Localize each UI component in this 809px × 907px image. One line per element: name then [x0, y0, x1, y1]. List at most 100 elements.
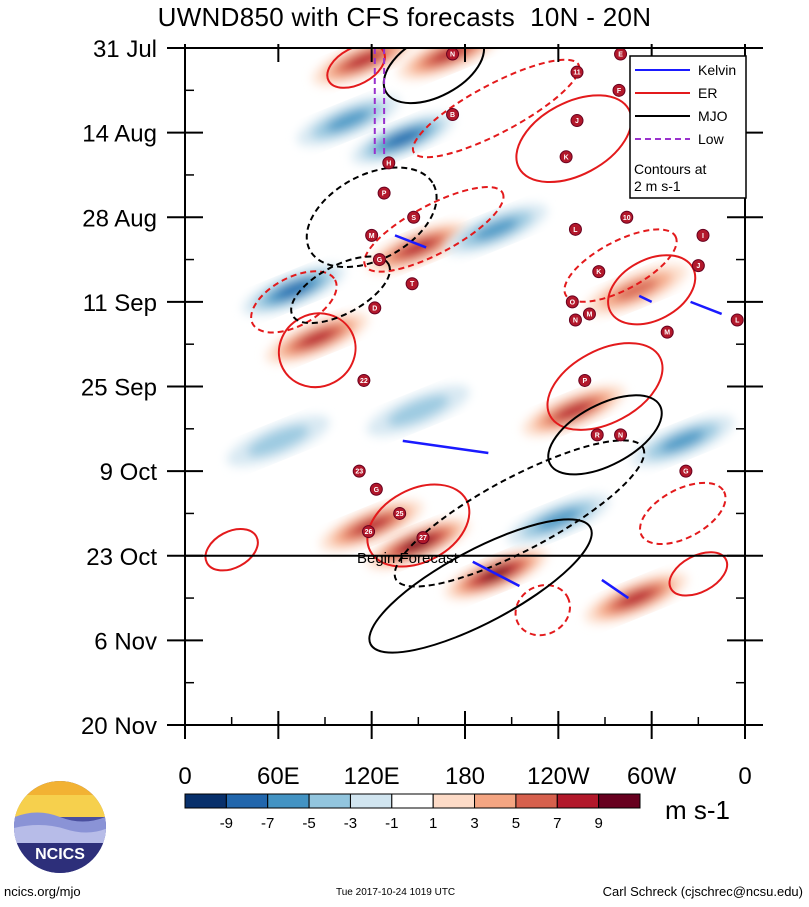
storm-marker-label: B: [450, 112, 455, 119]
colorbar-swatch: [474, 793, 517, 809]
storm-marker: J: [691, 259, 705, 273]
storm-marker-dot: [357, 373, 371, 387]
storm-marker-dot: [614, 428, 628, 442]
legend-label: MJO: [698, 108, 728, 124]
colorbar-label: 9: [594, 815, 602, 832]
anomaly-blob: [522, 385, 626, 437]
storm-marker: D: [368, 301, 382, 315]
storm-marker-label: 22: [360, 378, 368, 385]
er-contour: [366, 483, 471, 568]
colorbar-swatch: [432, 793, 476, 809]
storm-marker-label: L: [573, 227, 578, 234]
kelvin-contour: [601, 578, 630, 600]
chart-title-band: 10N - 20N: [530, 2, 652, 32]
legend: Kelvin ER MJO Low Contours at2 m s-1: [629, 55, 747, 199]
legend-note: Contours at: [634, 161, 706, 177]
legend-label: Kelvin: [698, 62, 736, 78]
kelvin-contour: [690, 300, 723, 316]
kelvin-contour: [472, 560, 521, 588]
storm-marker: F: [612, 83, 626, 97]
storm-marker-label: M: [664, 330, 670, 337]
footer-timestamp: Tue 2017-10-24 1019 UTC: [336, 887, 456, 898]
storm-marker: 11: [570, 65, 584, 79]
y-tick-label: 31 Jul: [93, 36, 157, 63]
storm-marker-dot: [352, 464, 366, 478]
anomaly-level: [276, 281, 312, 299]
storm-marker-label: D: [372, 305, 377, 312]
colorbar-swatch: [515, 793, 558, 809]
storm-marker-dot: [559, 150, 573, 164]
colorbar: -9 -7 -5 -3 -1 1 3 5 7 9: [184, 793, 641, 832]
storm-marker-label: E: [618, 52, 623, 59]
storm-marker-label: N: [618, 432, 623, 439]
storm-marker: I: [696, 228, 710, 242]
colorbar-label: 5: [512, 815, 520, 832]
storm-marker: G: [679, 464, 693, 478]
storm-marker: H: [382, 156, 396, 170]
storm-marker-label: N: [573, 318, 578, 325]
storm-marker: O: [565, 295, 579, 309]
storm-marker-label: K: [596, 269, 601, 276]
storm-marker-dot: [570, 65, 584, 79]
er-contour: [515, 94, 633, 184]
colorbar-label: -1: [385, 815, 398, 832]
storm-marker-dot: [620, 210, 634, 224]
kelvin-contour: [402, 439, 489, 455]
footer-author: Carl Schreck (cjschrec@ncsu.edu): [602, 884, 803, 899]
er-contour: [411, 58, 581, 159]
storm-marker: T: [405, 277, 419, 291]
storm-marker-dot: [446, 107, 460, 121]
er-contour: [668, 551, 729, 597]
storm-marker-dot: [407, 210, 421, 224]
storm-marker: 23: [352, 464, 366, 478]
storm-marker-dot: [365, 228, 379, 242]
er-contour: [563, 228, 678, 303]
storm-marker-label: M: [369, 233, 375, 240]
storm-marker-dot: [362, 525, 376, 539]
anomaly-blob: [366, 222, 470, 273]
storm-marker-dot: [568, 222, 582, 236]
anomaly-level: [326, 109, 371, 132]
y-tick-label: 9 Oct: [100, 459, 158, 486]
storm-marker: 10: [620, 210, 634, 224]
er-contour: [514, 584, 571, 637]
storm-marker-label: J: [696, 263, 700, 270]
er-contour: [639, 481, 727, 546]
colorbar-swatch: [598, 793, 641, 809]
storm-marker: K: [559, 150, 573, 164]
storm-marker-dot: [679, 464, 693, 478]
er-contour: [204, 527, 259, 572]
anomaly-level: [474, 218, 519, 241]
storm-marker-label: P: [582, 378, 587, 385]
anomaly-blob: [444, 203, 548, 255]
colorbar-label: -3: [344, 815, 357, 832]
storm-marker-dot: [368, 301, 382, 315]
storm-marker-label: P: [382, 191, 387, 198]
storm-marker-dot: [369, 482, 383, 496]
storm-marker-dot: [660, 325, 674, 339]
storm-marker: S: [407, 210, 421, 224]
storm-marker-label: J: [575, 118, 579, 125]
kelvin-contour: [394, 234, 427, 249]
mjo-contour: [382, 48, 486, 105]
y-tick-label: 14 Aug: [82, 121, 157, 148]
storm-marker-dot: [568, 313, 582, 327]
kelvin-contour: [638, 294, 653, 303]
storm-markers: N B H P S M G T D 22 23 G 25 26 27 E 11 F J K 10 L I J K O N M L M P R N…: [352, 48, 744, 545]
y-tick-label: 11 Sep: [83, 290, 157, 317]
storm-marker: 27: [416, 531, 430, 545]
storm-marker-label: 27: [419, 535, 427, 542]
y-tick-label: 20 Nov: [81, 713, 157, 740]
er-contour: [277, 312, 357, 389]
er-contour: [250, 270, 338, 334]
x-tick-label: 180: [445, 763, 485, 790]
anomaly-blob: [584, 264, 688, 316]
colorbar-swatch: [225, 793, 269, 809]
storm-marker-label: H: [386, 160, 391, 167]
storm-marker: L: [568, 222, 582, 236]
axes: 31 Jul 14 Aug 28 Aug 11 Sep 25 Sep 9 Oct 23 Oc…: [81, 36, 763, 790]
x-tick-label: 60E: [257, 763, 300, 790]
x-tick-label: 120W: [527, 763, 590, 790]
anomaly-level: [660, 430, 705, 452]
storm-marker: N: [568, 313, 582, 327]
